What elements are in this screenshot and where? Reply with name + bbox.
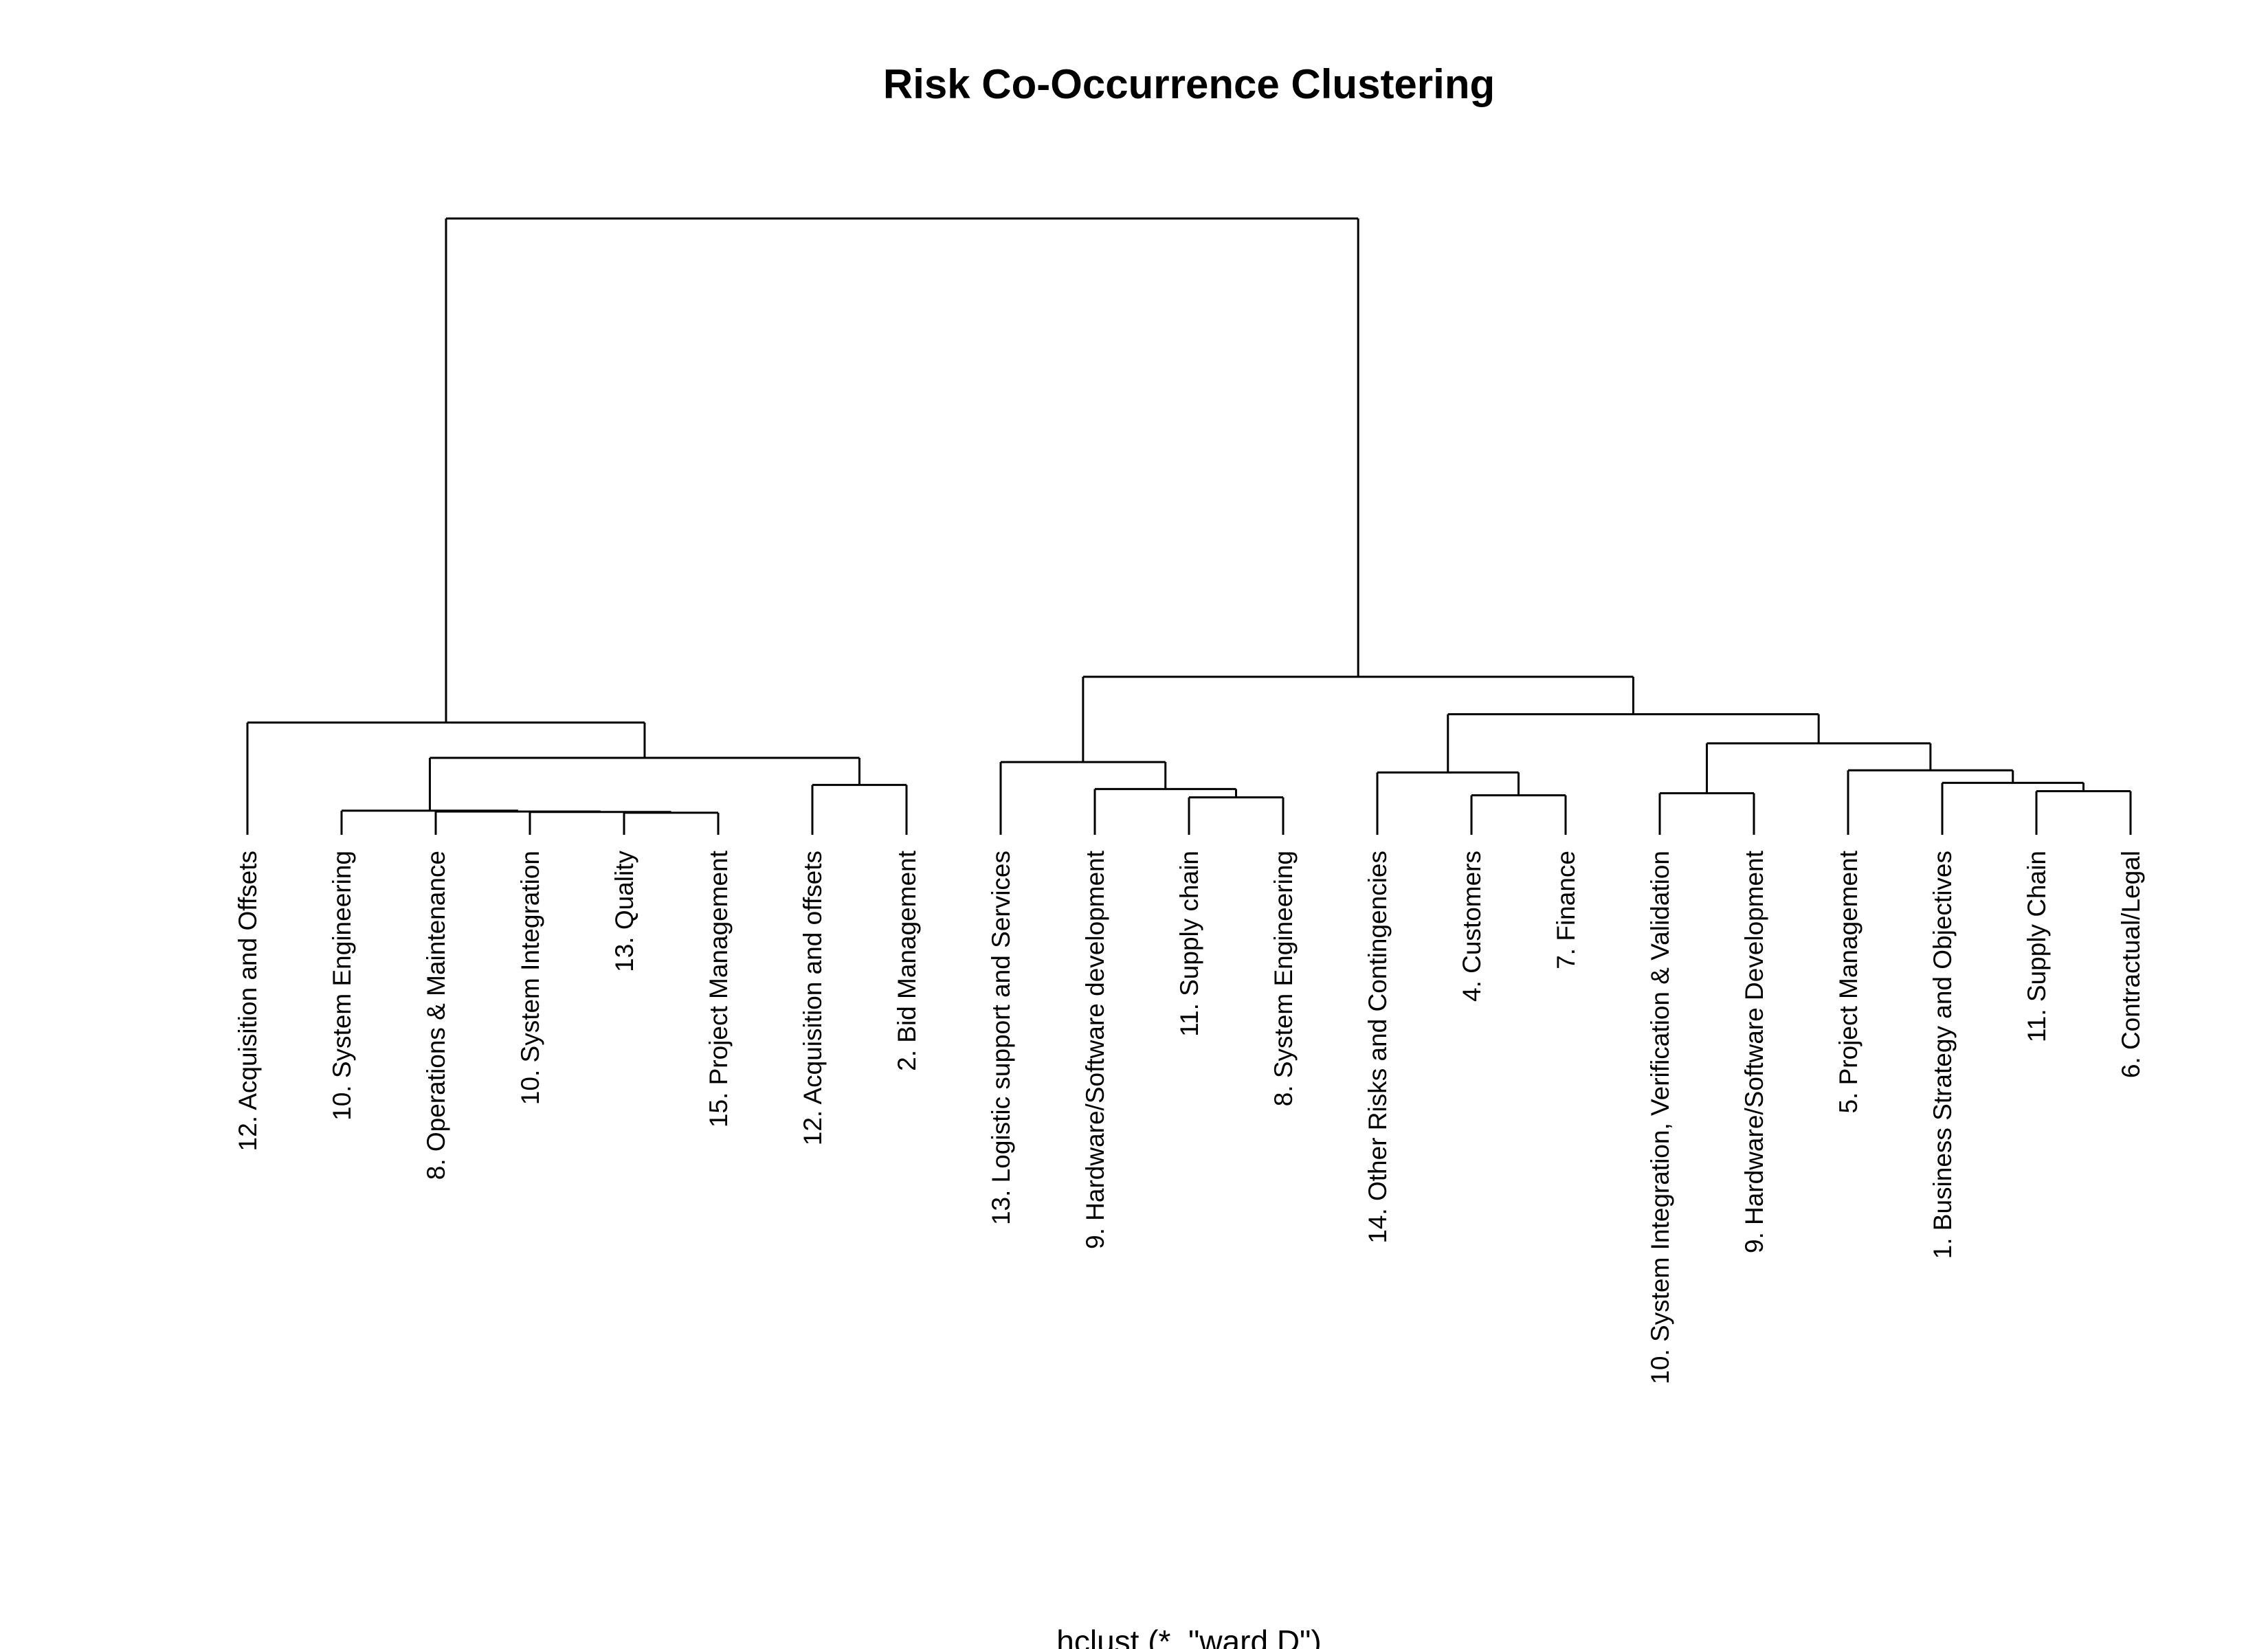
chart-title: Risk Co-Occurrence Clustering xyxy=(883,61,1495,107)
leaf-label-15: 10. System Integration, Verification & V… xyxy=(1646,851,1674,1384)
leaf-label-10: 11. Supply chain xyxy=(1175,851,1203,1037)
leaf-label-3: 10. System Integration xyxy=(516,851,544,1105)
leaf-label-18: 1. Business Strategy and Objectives xyxy=(1928,851,1957,1259)
chart-subtitle: hclust (*, "ward.D") xyxy=(1056,1624,1321,1649)
leaf-label-17: 5. Project Management xyxy=(1834,850,1863,1113)
dendrogram-branches xyxy=(246,217,2132,835)
leaf-label-12: 14. Other Risks and Contingencies xyxy=(1364,851,1392,1244)
leaf-labels: 12. Acquisition and Offsets 10. System En… xyxy=(234,850,2145,1384)
leaf-label-20: 6. Contractual/Legal xyxy=(2117,851,2145,1078)
leaf-label-19: 11. Supply Chain xyxy=(2023,851,2051,1042)
leaf-label-1: 10. System Engineering xyxy=(328,851,356,1121)
leaf-label-13: 4. Customers xyxy=(1458,851,1486,1002)
leaf-label-14: 7. Finance xyxy=(1552,851,1580,969)
leaf-label-6: 12. Acquisition and offsets xyxy=(799,851,827,1145)
leaf-label-4: 13. Quality xyxy=(610,851,638,972)
leaf-label-2: 8. Operations & Maintenance xyxy=(422,851,450,1180)
leaf-label-0: 12. Acquisition and Offsets xyxy=(234,851,262,1151)
leaf-label-7: 2. Bid Management xyxy=(893,850,921,1071)
leaf-label-5: 15. Project Management xyxy=(704,850,733,1128)
leaf-label-16: 9. Hardware/Software Development xyxy=(1740,850,1768,1253)
leaf-label-8: 13. Logistic support and Services xyxy=(987,851,1015,1225)
leaf-label-9: 9. Hardware/Software development xyxy=(1081,850,1109,1249)
leaf-label-11: 8. System Engineering xyxy=(1269,851,1298,1106)
